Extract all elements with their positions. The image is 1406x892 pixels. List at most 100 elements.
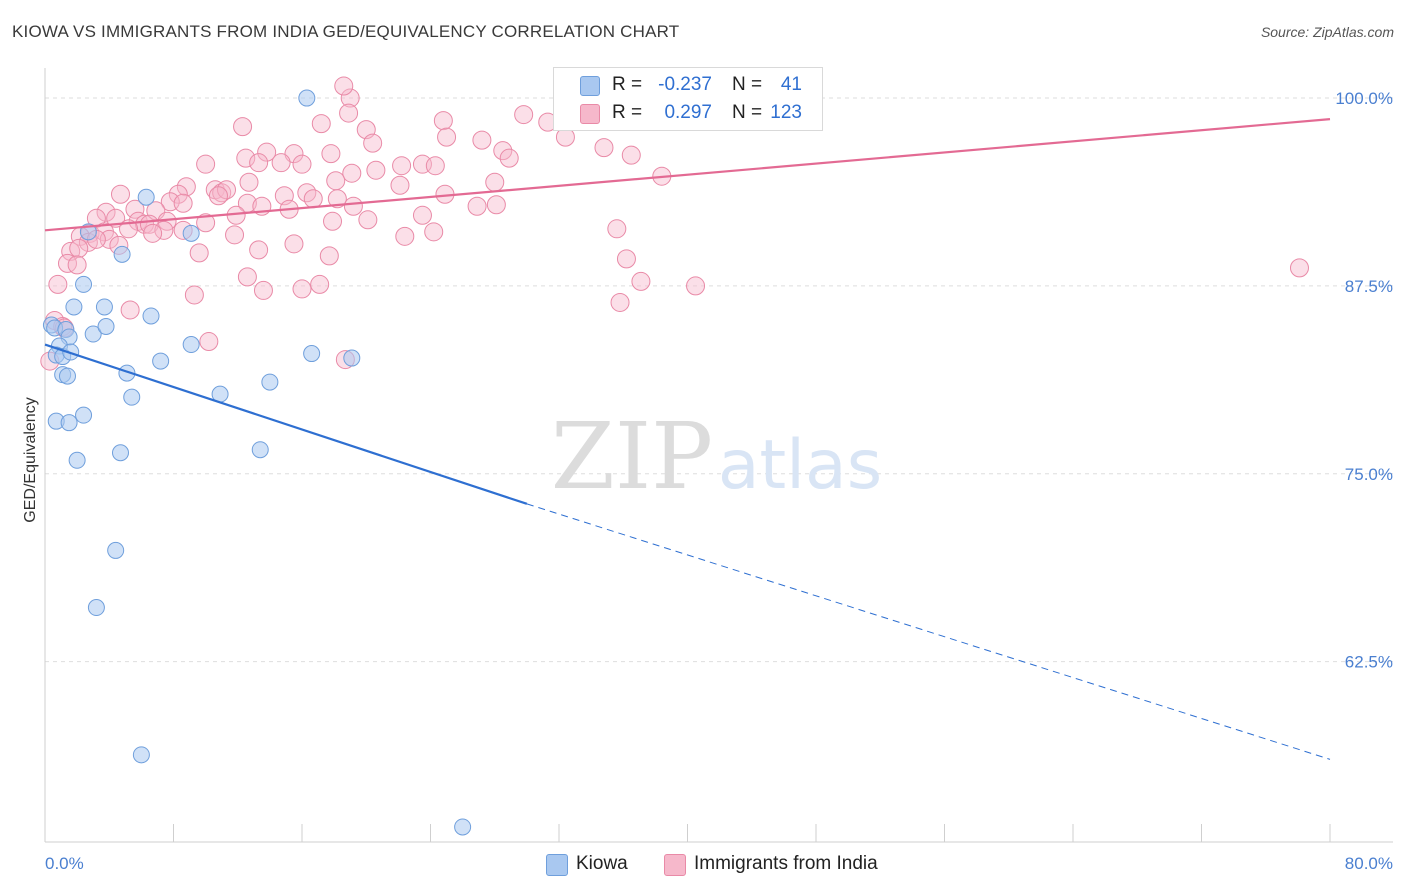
kiowa-point [84, 325, 102, 343]
india-point [236, 148, 256, 168]
india-point [233, 117, 253, 137]
india-point [390, 175, 410, 195]
india-point [327, 189, 347, 209]
n-label: N = [732, 74, 763, 95]
india-point [199, 332, 219, 352]
india-point [311, 114, 331, 134]
watermark-zip: ZIP [551, 403, 713, 510]
india-point [514, 105, 534, 125]
india-point [366, 160, 386, 180]
india-point [310, 274, 330, 294]
india-point [340, 88, 360, 108]
kiowa-point [75, 275, 93, 293]
y-axis-label: GED/Equivalency [22, 397, 39, 522]
trend-lines [44, 118, 1331, 760]
watermark-atlas: atlas [718, 426, 882, 505]
india-point [607, 219, 627, 239]
kiowa-point [303, 345, 321, 363]
india-point [424, 222, 444, 242]
y-tick-label: 100.0% [1335, 89, 1393, 108]
kiowa-point [75, 406, 93, 424]
y-tick-label: 75.0% [1345, 465, 1393, 484]
kiowa-point [137, 188, 155, 206]
india-point [257, 142, 277, 162]
kiowa-n-value: 41 [780, 74, 802, 95]
india-point [110, 184, 130, 204]
india-point [631, 271, 651, 291]
kiowa-point [97, 318, 115, 336]
india-point [154, 220, 174, 240]
india-point [249, 153, 269, 173]
india-point [173, 193, 193, 213]
india-point [120, 300, 140, 320]
india-point [168, 184, 188, 204]
india-point [437, 127, 457, 147]
india-point [67, 255, 87, 275]
india-point [48, 274, 68, 294]
kiowa-point [454, 818, 472, 836]
india-point [486, 195, 506, 215]
india-point [271, 153, 291, 173]
india-point [621, 145, 641, 165]
kiowa-point [58, 367, 76, 385]
india-point [125, 199, 145, 219]
kiowa-point [111, 444, 129, 462]
india-point [319, 246, 339, 266]
india-point [321, 144, 341, 164]
india-point [472, 130, 492, 150]
india-points [40, 76, 1309, 371]
watermark: ZIP atlas [551, 403, 882, 510]
india-point [342, 163, 362, 183]
india-point [303, 189, 323, 209]
india-trend-line [44, 118, 1331, 232]
y-tick-labels: 62.5% 75.0% 87.5% 100.0% [1335, 89, 1393, 672]
y-tick-label: 62.5% [1345, 653, 1393, 672]
y-tick-label: 87.5% [1345, 277, 1393, 296]
kiowa-point [107, 541, 125, 559]
n-label: N = [732, 102, 763, 123]
kiowa-point [152, 352, 170, 370]
x-tick-min: 0.0% [45, 854, 84, 873]
kiowa-point [182, 224, 200, 242]
india-point [208, 186, 228, 206]
india-point [343, 196, 363, 216]
india-point [594, 138, 614, 158]
kiowa-point [182, 336, 200, 354]
india-point [253, 280, 273, 300]
axes [44, 68, 1393, 843]
india-point [249, 240, 269, 260]
kiowa-point [261, 373, 279, 391]
india-swatch [580, 104, 600, 124]
kiowa-points [42, 89, 472, 836]
india-point [395, 226, 415, 246]
india-point [143, 223, 163, 243]
kiowa-trend-line [44, 343, 528, 505]
india-point [610, 292, 630, 312]
legend-row-india: R = 0.297 N = 123 [554, 100, 822, 128]
india-point [358, 210, 378, 230]
india-point [686, 276, 706, 296]
india-point [485, 172, 505, 192]
india-point [323, 211, 343, 231]
kiowa-point [298, 89, 316, 107]
kiowa-point [142, 307, 160, 325]
india-point [1289, 258, 1309, 278]
india-point [499, 148, 519, 168]
india-point [184, 285, 204, 305]
kiowa-point [65, 298, 83, 316]
kiowa-r-value: -0.237 [658, 74, 712, 95]
kiowa-trend-extension [526, 503, 1331, 760]
india-point [363, 133, 383, 153]
kiowa-point [251, 441, 269, 459]
india-point [196, 213, 216, 233]
kiowa-swatch [580, 76, 600, 96]
r-label: R = [612, 102, 643, 123]
series-legend: Kiowa Immigrants from India [0, 852, 1406, 878]
india-point [467, 196, 487, 216]
india-point [189, 243, 209, 263]
x-tick-max: 80.0% [1345, 854, 1393, 873]
india-point [425, 156, 445, 176]
kiowa-legend-label: Kiowa [576, 853, 628, 874]
india-point [57, 253, 77, 273]
